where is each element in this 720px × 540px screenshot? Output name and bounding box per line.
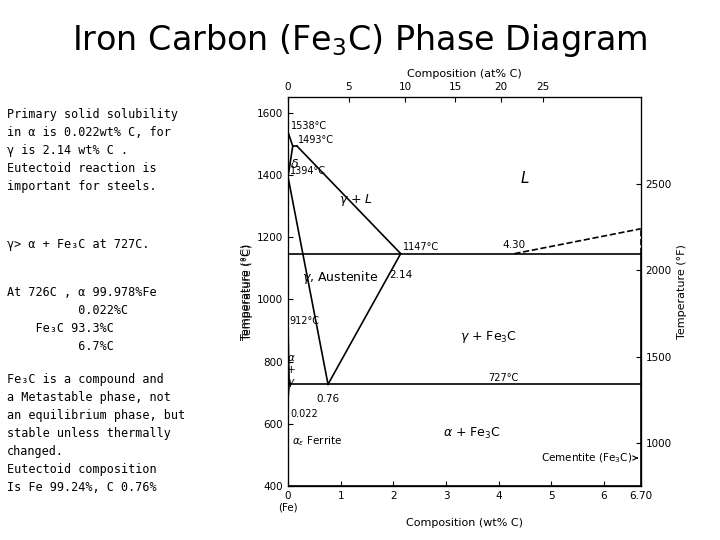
X-axis label: Composition (wt% C): Composition (wt% C) [406, 518, 523, 528]
Text: $\alpha$$_\epsilon$ Ferrite: $\alpha$$_\epsilon$ Ferrite [292, 434, 343, 448]
X-axis label: Composition (at% C): Composition (at% C) [407, 69, 522, 79]
Text: 912°C: 912°C [289, 315, 320, 326]
Text: $\gamma$ + Fe$_3$C: $\gamma$ + Fe$_3$C [459, 329, 516, 345]
Text: 1538°C: 1538°C [291, 121, 327, 131]
Text: At 726C , α 99.978%Fe
          0.022%C
    Fe₃C 93.3%C
          6.7%C: At 726C , α 99.978%Fe 0.022%C Fe₃C 93.3%… [7, 286, 157, 353]
Text: $L$: $L$ [520, 170, 530, 186]
Text: $\gamma$, Austenite: $\gamma$, Austenite [302, 269, 379, 286]
Text: 0.76: 0.76 [317, 394, 340, 403]
Text: 4.30: 4.30 [503, 240, 526, 250]
Text: 1394°C: 1394°C [289, 166, 325, 176]
Text: 0.022: 0.022 [290, 409, 318, 419]
Text: Cementite (Fe$_3$C): Cementite (Fe$_3$C) [541, 451, 638, 465]
Text: 1493°C: 1493°C [298, 135, 334, 145]
Text: Primary solid solubility
in α is 0.022wt% C, for
γ is 2.14 wt% C .
Eutectoid rea: Primary solid solubility in α is 0.022wt… [7, 108, 179, 193]
Text: 727°C: 727°C [488, 373, 518, 383]
Y-axis label: Temperature (°F): Temperature (°F) [678, 244, 688, 339]
Text: Fe₃C is a compound and
a Metastable phase, not
an equilibrium phase, but
stable : Fe₃C is a compound and a Metastable phas… [7, 373, 185, 494]
Text: $\gamma$ + $L$: $\gamma$ + $L$ [339, 192, 374, 208]
Text: γ> α + Fe₃C at 727C.: γ> α + Fe₃C at 727C. [7, 238, 150, 251]
Text: $\delta$: $\delta$ [289, 158, 299, 171]
Text: $\alpha$
+
$\gamma$: $\alpha$ + $\gamma$ [287, 353, 295, 388]
Text: 1147°C: 1147°C [402, 242, 439, 252]
Text: $\alpha$ + Fe$_3$C: $\alpha$ + Fe$_3$C [444, 426, 501, 441]
Text: 2.14: 2.14 [389, 270, 413, 280]
Text: Iron Carbon (Fe$_3$C) Phase Diagram: Iron Carbon (Fe$_3$C) Phase Diagram [73, 22, 647, 59]
Y-axis label: Temperature (°C): Temperature (°C) [241, 244, 251, 340]
Text: Temperature (°C): Temperature (°C) [243, 244, 253, 340]
